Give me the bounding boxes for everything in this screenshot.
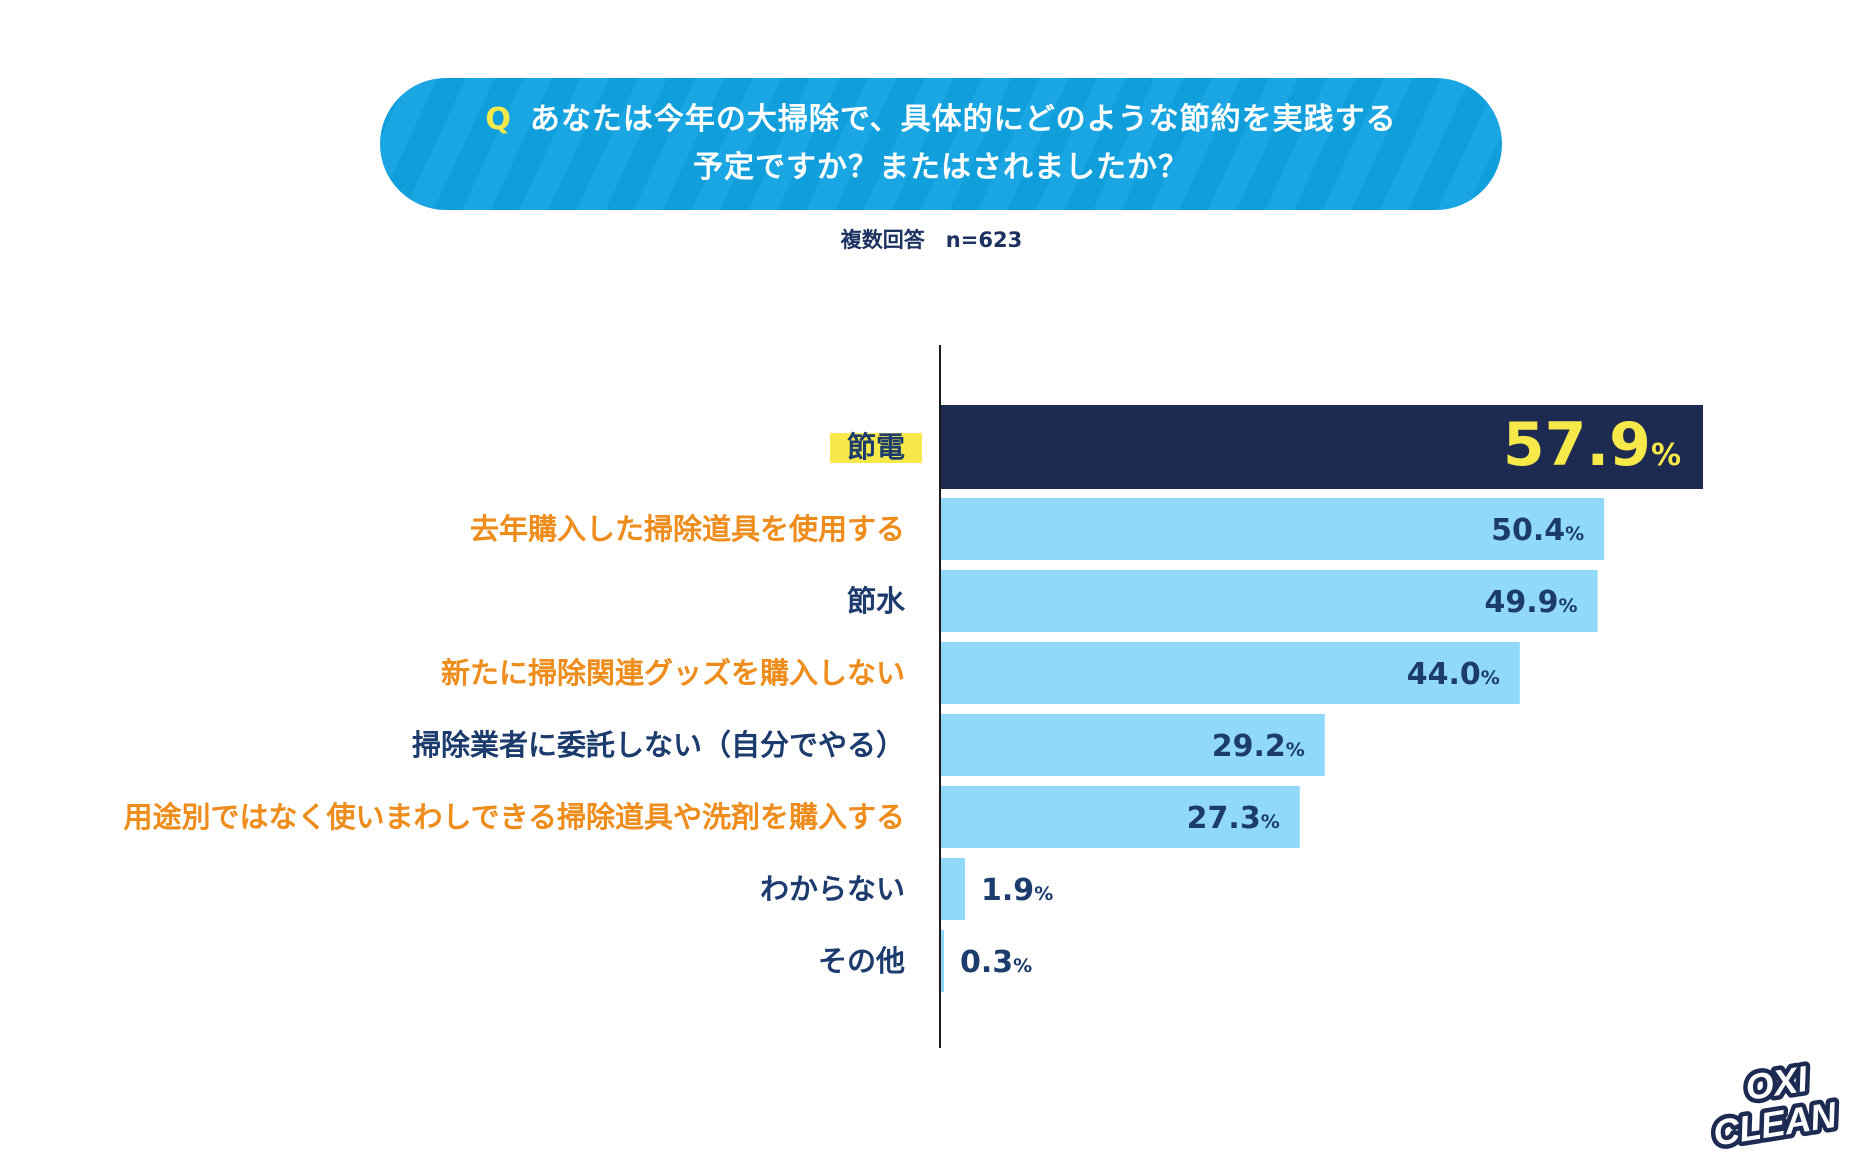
category-label-4: 新たに掃除関連グッズを購入しない bbox=[441, 656, 905, 690]
logo-clean: CLEAN bbox=[1710, 1094, 1840, 1154]
bar-6 bbox=[940, 786, 1300, 848]
bar-8 bbox=[940, 930, 944, 992]
q-mark: Q bbox=[485, 102, 512, 137]
category-label-3: 節水 bbox=[847, 584, 906, 618]
oxiclean-logo: OXI OXI CLEAN CLEAN bbox=[1706, 1058, 1845, 1154]
bar-7 bbox=[940, 858, 966, 920]
question-banner: Q あなたは今年の大掃除で、具体的にどのような節約を実践する 予定ですか？またはさ… bbox=[380, 78, 1502, 210]
category-label-5: 掃除業者に委託しない（自分でやる） bbox=[412, 728, 905, 762]
value-label-3: 49.9% bbox=[1484, 585, 1577, 620]
bar-2 bbox=[940, 498, 1605, 560]
category-label-1: 節電 bbox=[847, 430, 905, 464]
question-line-1: Q あなたは今年の大掃除で、具体的にどのような節約を実践する bbox=[485, 96, 1396, 144]
value-label-1: 57.9% bbox=[1503, 410, 1681, 480]
logo-oxi: OXI bbox=[1743, 1058, 1812, 1108]
question-text-2: 予定ですか？またはされましたか？ bbox=[693, 150, 1189, 185]
bar-1 bbox=[940, 405, 1703, 489]
bar-3 bbox=[940, 570, 1598, 632]
label-highlight-marker bbox=[830, 433, 922, 463]
value-label-4: 44.0% bbox=[1407, 657, 1500, 692]
value-label-7: 1.9% bbox=[981, 873, 1053, 908]
value-label-2: 50.4% bbox=[1491, 513, 1584, 548]
question-text-1: あなたは今年の大掃除で、具体的にどのような節約を実践する bbox=[529, 102, 1397, 137]
value-label-5: 29.2% bbox=[1212, 729, 1305, 764]
category-label-7: わからない bbox=[760, 872, 905, 906]
bar-4 bbox=[940, 642, 1520, 704]
value-label-8: 0.3% bbox=[960, 945, 1032, 980]
value-label-6: 27.3% bbox=[1187, 801, 1280, 836]
response-note: 複数回答 n=623 bbox=[840, 228, 1023, 252]
category-label-2: 去年購入した掃除道具を使用する bbox=[470, 512, 905, 546]
category-label-6: 用途別ではなく使いまわしできる掃除道具や洗剤を購入する bbox=[123, 800, 905, 834]
category-label-8: その他 bbox=[818, 944, 905, 978]
bar-5 bbox=[940, 714, 1325, 776]
